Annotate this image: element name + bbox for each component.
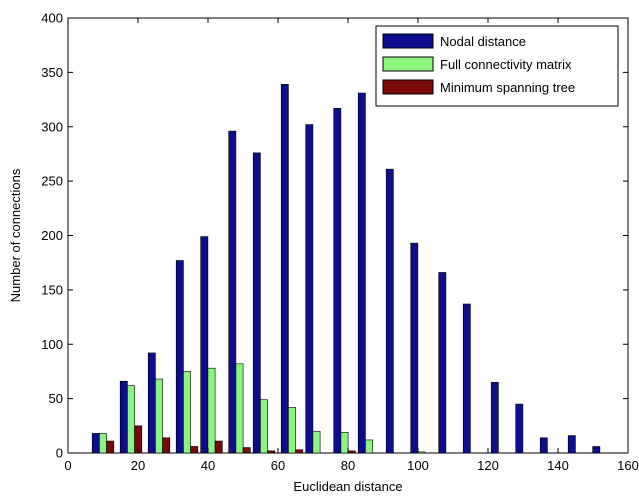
- x-tick-label: 120: [477, 458, 499, 473]
- bar-nodal-distance-79: [333, 107, 342, 454]
- legend: Nodal distance Full connectivity matrix …: [375, 25, 619, 107]
- legend-swatch-minimum-spanning-tree: [382, 79, 434, 95]
- bar-nodal-distance-86: [357, 92, 366, 454]
- bar-nodal-distance-131: [515, 403, 524, 454]
- bar-nodal-distance-56: [252, 152, 261, 454]
- bar-nodal-distance-71: [305, 124, 314, 454]
- y-tick-label: 350: [41, 65, 63, 80]
- bar-nodal-distance-116: [462, 303, 471, 454]
- bar-minimum-spanning-tree-49: [242, 447, 251, 454]
- legend-label-nodal-distance: Nodal distance: [440, 34, 526, 49]
- bar-nodal-distance-153: [592, 446, 601, 454]
- bar-full-connectivity-matrix-34: [183, 371, 191, 454]
- bar-minimum-spanning-tree-64: [295, 449, 304, 454]
- bars-group: [91, 84, 601, 454]
- bar-full-connectivity-matrix-49: [235, 363, 244, 454]
- y-tick-label: 100: [41, 337, 63, 352]
- bar-nodal-distance-138: [539, 437, 548, 454]
- bar-minimum-spanning-tree-56: [267, 450, 276, 454]
- y-tick-label: 250: [41, 174, 63, 189]
- bar-full-connectivity-matrix-64: [288, 407, 296, 454]
- x-tick-label: 40: [201, 458, 215, 473]
- x-tick-label: 0: [64, 458, 71, 473]
- legend-swatch-nodal-distance: [382, 33, 434, 49]
- bar-nodal-distance-49: [228, 130, 237, 454]
- x-tick-label: 20: [131, 458, 145, 473]
- y-tick-label: 150: [41, 282, 63, 297]
- x-axis-title: Euclidean distance: [293, 479, 402, 494]
- bar-full-connectivity-matrix-26: [155, 378, 163, 454]
- bar-nodal-distance-64: [280, 84, 289, 454]
- bar-nodal-distance-34: [175, 260, 184, 454]
- legend-label-minimum-spanning-tree: Minimum spanning tree: [440, 80, 575, 95]
- y-tick-label: 200: [41, 228, 63, 243]
- y-tick-label: 300: [41, 119, 63, 134]
- y-tick-label: 0: [56, 446, 63, 461]
- bar-nodal-distance-101: [410, 242, 419, 454]
- legend-label-full-connectivity-matrix: Full connectivity matrix: [440, 57, 572, 72]
- bar-minimum-spanning-tree-41: [214, 440, 223, 454]
- bar-minimum-spanning-tree-10: [106, 440, 115, 454]
- bar-full-connectivity-matrix-10: [99, 433, 107, 454]
- y-axis-title: Number of connections: [8, 168, 23, 302]
- bar-full-connectivity-matrix-56: [260, 399, 268, 454]
- x-tick-label: 160: [617, 458, 639, 473]
- x-axis: 0 20 40 60 80 100 120 140 160: [64, 18, 639, 473]
- y-axis: 0 50 100 150 200 250 300 350 400: [41, 11, 628, 461]
- bar-full-connectivity-matrix-41: [207, 367, 216, 454]
- legend-swatch-full-connectivity-matrix: [382, 56, 434, 72]
- bar-minimum-spanning-tree-26: [162, 437, 171, 454]
- bar-full-connectivity-matrix-101: [417, 451, 426, 454]
- x-tick-label: 140: [547, 458, 569, 473]
- bar-full-connectivity-matrix-86: [365, 439, 373, 454]
- bar-minimum-spanning-tree-79: [347, 450, 356, 454]
- bar-nodal-distance-41: [200, 236, 209, 454]
- bar-nodal-distance-146: [567, 435, 576, 454]
- x-tick-label: 80: [341, 458, 355, 473]
- bar-nodal-distance-26: [147, 352, 156, 454]
- x-tick-label: 60: [271, 458, 285, 473]
- bar-nodal-distance-18: [119, 380, 128, 454]
- bar-minimum-spanning-tree-34: [190, 446, 199, 454]
- bar-nodal-distance-124: [490, 382, 499, 454]
- bar-full-connectivity-matrix-79: [340, 432, 349, 454]
- x-tick-label: 100: [407, 458, 429, 473]
- y-tick-label: 50: [49, 391, 63, 406]
- bar-nodal-distance-109: [438, 272, 447, 454]
- bar-nodal-distance-94: [385, 168, 394, 454]
- bar-full-connectivity-matrix-71: [312, 430, 321, 454]
- y-tick-label: 400: [41, 11, 63, 26]
- bar-full-connectivity-matrix-18: [127, 385, 135, 454]
- bar-nodal-distance-10: [91, 433, 100, 454]
